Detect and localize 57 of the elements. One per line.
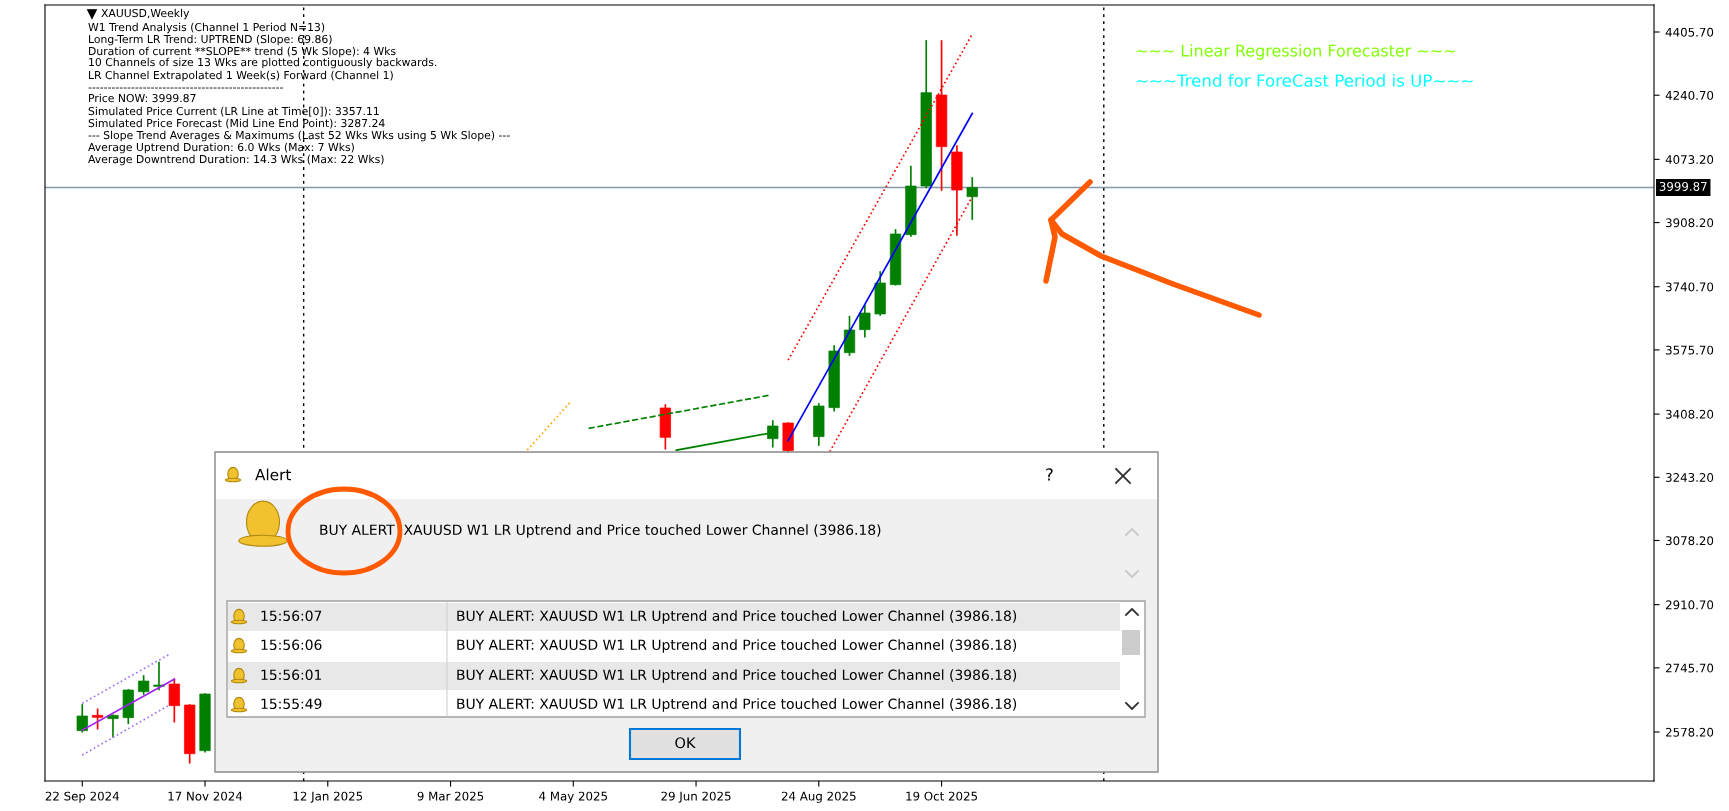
y-tick-label: 3575.70 — [1666, 345, 1714, 355]
annotation: LR Channel Extrapolated 1 Week(s) Forward (Channel 1) — [89, 70, 393, 82]
annotation: Average Downtrend Duration: 14.3 Wks (Max: 22 Wks) — [88, 154, 384, 166]
x-tick-label: 12 Jan 2025 — [293, 791, 363, 803]
candlestick — [859, 304, 871, 338]
annotation: 15:56:07 — [261, 610, 322, 622]
chart-title: XAUUSD,Weekly — [101, 8, 190, 20]
annotation: 15:55:49 — [261, 698, 322, 710]
annotation: 15:56:06 — [261, 639, 322, 651]
annotation: Price NOW: 3999.87 — [89, 93, 196, 103]
candlestick — [153, 661, 165, 691]
y-tick-label: 2910.70 — [1665, 600, 1714, 610]
candlestick — [168, 678, 180, 723]
y-tick-label: 4240.70 — [1665, 90, 1714, 100]
annotation: -------------------------------------------------- — [88, 87, 283, 89]
candlestick — [138, 675, 150, 695]
annotation: ~~~ Linear Regression Forecaster ~~~ — [1136, 44, 1455, 60]
annotation: Duration of current **SLOPE** trend (5 Wk Slope): 4 Wks — [89, 46, 396, 58]
y-tick-label: 2745.70 — [1665, 663, 1714, 673]
annotation: BUY ALERT: XAUUSD W1 LR Uptrend and Price touched Lower Channel (3986.18) — [457, 610, 1017, 624]
x-tick-label: 19 Oct 2025 — [906, 791, 978, 801]
x-tick-label: 24 Aug 2025 — [781, 791, 856, 803]
candlestick — [107, 714, 119, 738]
annotation: BUY ALERT XAUUSD W1 LR Uptrend and Price touched Lower Channel (3986.18) — [320, 524, 881, 538]
y-tick-label: 3908.20 — [1666, 218, 1714, 228]
x-tick-label: 17 Nov 2024 — [168, 791, 243, 801]
annotation: ~~~Trend for ForeCast Period is UP~~~ — [1136, 73, 1473, 87]
annotation: BUY ALERT: XAUUSD W1 LR Uptrend and Price touched Lower Channel (3986.18) — [457, 669, 1017, 683]
annotation: W1 Trend Analysis (Channel 1 Period N=13) — [88, 22, 325, 34]
annotation: BUY ALERT: XAUUSD W1 LR Uptrend and Price touched Lower Channel (3986.18) — [457, 698, 1017, 712]
x-tick-label: 9 Mar 2025 — [417, 791, 484, 801]
candlestick — [843, 315, 856, 356]
y-tick-label: 2578.20 — [1665, 727, 1714, 737]
annotation: 10 Channels of size 13 Wks are plotted contiguously backwards. — [89, 57, 437, 69]
candlestick — [966, 177, 978, 220]
y-tick-label: 4405.70 — [1665, 27, 1714, 37]
annotation: Long-Term LR Trend: UPTREND (Slope: 69.86) — [89, 34, 332, 46]
annotation: ? — [1046, 468, 1053, 481]
annotation: Average Uptrend Duration: 6.0 Wks (Max: 7 Wks) — [88, 142, 354, 154]
y-tick-label: 4073.20 — [1665, 155, 1714, 165]
annotation: Alert — [255, 468, 291, 481]
annotation: OK — [675, 737, 696, 749]
x-tick-label: 22 Sep 2024 — [45, 791, 120, 803]
candlestick — [92, 708, 104, 730]
annotation: BUY ALERT: XAUUSD W1 LR Uptrend and Price touched Lower Channel (3986.18) — [457, 639, 1017, 653]
y-tick-label: 3408.20 — [1666, 409, 1714, 419]
y-tick-label: 3243.20 — [1666, 473, 1714, 482]
y-tick-label: 3078.20 — [1666, 536, 1714, 546]
x-tick-label: 4 May 2025 — [539, 791, 607, 803]
annotation: Simulated Price Current (LR Line at Time[0]): 3357.11 — [88, 106, 379, 117]
candlestick — [76, 704, 88, 733]
annotation: --- Slope Trend Averages & Maximums (Last 52 Wks Wks using 5 Wk Slope) --- — [88, 130, 510, 142]
annotation: Simulated Price Forecast (Mid Line End Point): 3287.24 — [88, 118, 385, 129]
annotation: 15:56:01 — [261, 669, 322, 681]
ref-line-label: 3999.87 — [1659, 181, 1707, 191]
x-tick-label: 29 Jun 2025 — [661, 791, 731, 803]
y-tick-label: 3740.70 — [1666, 282, 1714, 292]
